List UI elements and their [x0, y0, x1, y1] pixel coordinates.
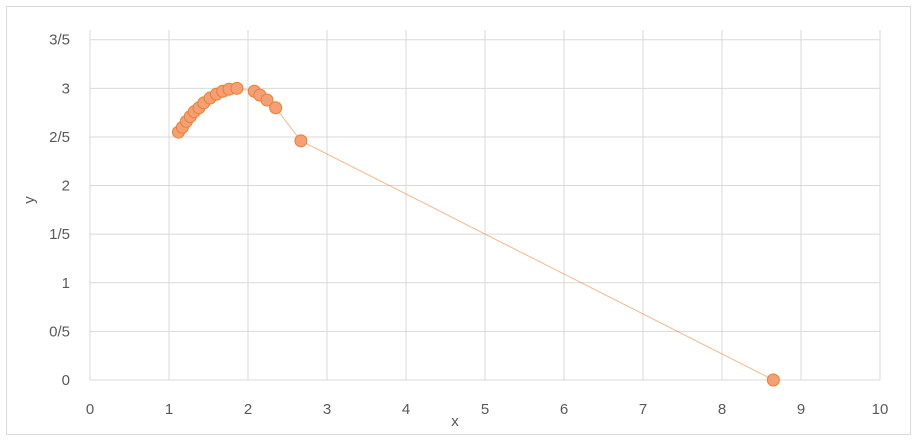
y-tick-label: 3/5 — [49, 32, 70, 49]
y-tick-label: 1 — [62, 275, 70, 292]
series-points — [171, 81, 780, 387]
y-tick-label: 2 — [62, 178, 70, 195]
data-point — [260, 93, 274, 107]
x-tick-label: 10 — [872, 401, 889, 418]
gridlines — [89, 30, 881, 381]
x-axis-ticks: 0 1 2 3 4 5 6 7 8 9 10 — [86, 401, 889, 418]
x-tick-label: 9 — [797, 401, 805, 418]
x-tick-label: 2 — [244, 401, 252, 418]
x-tick-label: 1 — [165, 401, 173, 418]
y-tick-label: 0/5 — [49, 323, 70, 340]
x-tick-label: 4 — [402, 401, 410, 418]
x-tick-label: 8 — [718, 401, 726, 418]
y-tick-label: 1/5 — [49, 226, 70, 243]
y-tick-label: 0 — [62, 372, 70, 389]
data-point — [766, 373, 780, 387]
x-tick-label: 6 — [560, 401, 568, 418]
data-point — [230, 81, 244, 95]
x-tick-label: 3 — [323, 401, 331, 418]
x-axis-title: x — [451, 413, 459, 430]
data-point — [269, 101, 283, 115]
y-tick-label: 2/5 — [49, 129, 70, 146]
data-point — [294, 134, 308, 148]
y-axis-title: y — [21, 196, 38, 204]
x-tick-label: 0 — [86, 401, 94, 418]
x-tick-label: 5 — [481, 401, 489, 418]
x-tick-label: 7 — [639, 401, 647, 418]
y-axis-ticks: 0 0/5 1 1/5 2 2/5 3 3/5 — [49, 32, 70, 389]
y-tick-label: 3 — [62, 80, 70, 97]
